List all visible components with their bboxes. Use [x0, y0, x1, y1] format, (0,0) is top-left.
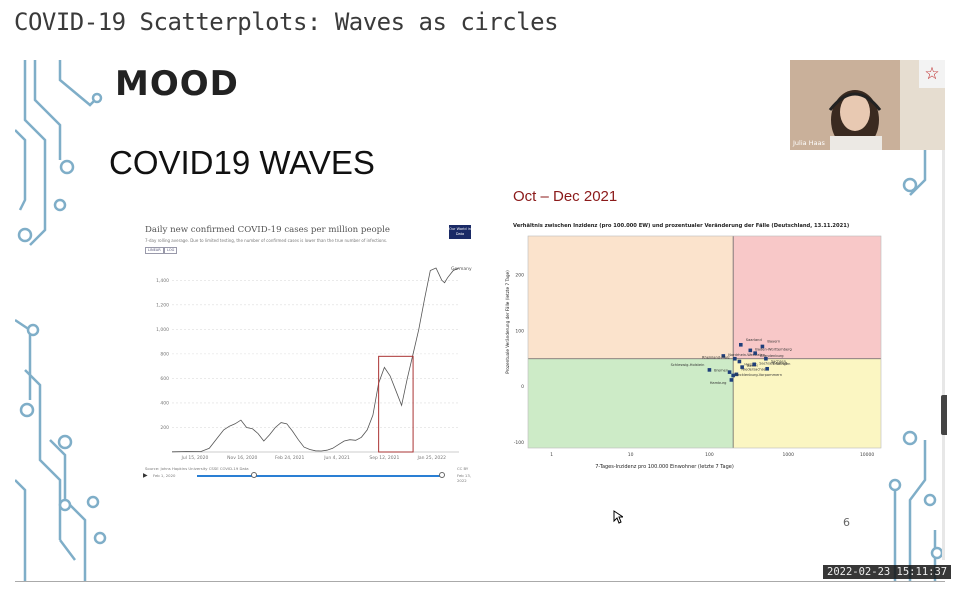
slide-number: 6 — [843, 516, 850, 529]
x-tick-label: 1000 — [783, 452, 795, 458]
point-label: Mecklenburg-Vorpommern — [735, 373, 782, 377]
point-label: Hessen — [744, 363, 757, 367]
y-tick-label: 1,200 — [156, 302, 169, 308]
video-timestamp: 2022-02-23 15:11:37 — [823, 565, 952, 579]
point-label: Schleswig-Holstein — [671, 363, 705, 367]
owid-source: Source: Johns Hopkins University CSSE CO… — [145, 466, 249, 471]
scatter-point — [734, 372, 739, 377]
quadrant-yellow — [733, 358, 881, 448]
star-icon[interactable]: ☆ — [919, 60, 945, 88]
slide-heading: COVID19 WAVES — [109, 144, 375, 181]
y-tick-label: 200 — [515, 273, 524, 279]
scatter-point — [765, 366, 769, 371]
series-line-germany — [171, 267, 460, 453]
point-label: Hamburg — [710, 381, 727, 385]
y-tick-label: 1,000 — [156, 327, 169, 333]
scatter-svg: -100 0 100 200 1 10 100 1000 10000 7-Tages-Inzide… — [505, 235, 882, 470]
scatter-point — [740, 365, 744, 369]
y-tick-label: 800 — [160, 351, 169, 357]
webcam-thumbnail[interactable]: Julia Haas ☆ — [790, 60, 945, 150]
scatter-point — [748, 348, 753, 353]
scatter-chart: Verhältnis zwischen Inzidenz (pro 100.00… — [483, 218, 883, 488]
owid-license: CC BY — [457, 466, 469, 471]
y-tick-label: 400 — [160, 400, 169, 406]
line-chart-svg: 200 400 600 800 1,000 1,200 1,400 Jul 15, 2020 N… — [156, 266, 472, 461]
quadrant-pink — [733, 236, 881, 359]
x-tick-label: Nov 16, 2020 — [227, 455, 257, 461]
scatter-point — [760, 344, 765, 349]
scatter-chart-title: Verhältnis zwischen Inzidenz (pro 100.00… — [513, 223, 850, 229]
point-label: Nordrhein-Westfalen — [728, 353, 765, 357]
point-label: Rheinland-Pfalz — [702, 356, 730, 360]
y-tick-label: 100 — [515, 328, 524, 334]
x-tick-label: 1 — [550, 452, 553, 458]
x-tick-label: Jan 25, 2022 — [417, 455, 447, 461]
owid-logo: Our World in Data — [449, 225, 471, 239]
quadrant-orange — [528, 236, 734, 359]
participant-name: Julia Haas — [793, 139, 825, 147]
log-button[interactable]: LOG — [164, 247, 178, 254]
point-label: Niedersachsen — [741, 367, 768, 371]
slider-start-label: Feb 1, 2020 — [153, 473, 176, 478]
scatter-point — [737, 359, 742, 364]
scatter-point — [764, 356, 768, 361]
x-tick-label: 10000 — [860, 452, 874, 458]
point-label: Berlin — [747, 364, 757, 368]
scatter-point — [731, 373, 735, 378]
scatter-point — [729, 378, 734, 382]
y-axis-label: Prozentuale Veränderung der Fälle (letzt… — [505, 270, 510, 374]
x-axis-label: 7-Tages-Inzidenz pro 100.000 Einwohner (… — [595, 464, 734, 470]
page-title: COVID-19 Scatterplots: Waves as circles — [14, 8, 559, 36]
y-tick-label: 0 — [521, 384, 524, 390]
scatter-point — [753, 351, 757, 355]
point-label: Saarland — [746, 338, 762, 342]
quadrant-green — [528, 358, 734, 448]
point-label: Sachsen — [771, 360, 786, 364]
x-tick-label: Feb 24, 2021 — [275, 455, 305, 461]
y-tick-label: -100 — [514, 440, 524, 446]
scatter-point — [707, 368, 712, 372]
x-tick-label: Sep 12, 2021 — [369, 455, 399, 461]
highlight-box — [378, 355, 414, 453]
y-tick-label: 1,400 — [156, 278, 169, 284]
scroll-track — [942, 150, 945, 560]
x-tick-label: Jun 4, 2021 — [323, 455, 350, 461]
x-tick-label: 10 — [628, 452, 634, 458]
scatter-point — [727, 370, 732, 374]
plot-frame — [527, 235, 882, 449]
scatter-point — [733, 356, 737, 361]
mood-logo: MOOD — [115, 64, 239, 104]
circuit-decoration-right — [888, 150, 944, 581]
slider-handle-start[interactable] — [251, 472, 257, 478]
point-label: Bayern — [767, 339, 780, 343]
play-icon[interactable]: ▶ — [143, 472, 148, 479]
point-label: Thüringen — [771, 362, 790, 366]
owid-chart-subtitle: 7-day rolling average. Due to limited te… — [145, 238, 388, 243]
scatter-point — [752, 362, 757, 367]
x-tick-label: Jul 15, 2020 — [181, 455, 209, 461]
slider-handle-end[interactable] — [439, 472, 445, 478]
point-label: Brandenburg — [760, 354, 783, 358]
point-label: Baden-Württemberg — [755, 347, 792, 351]
circuit-decoration-left — [15, 60, 107, 581]
owid-chart-title: Daily new confirmed COVID-19 cases per m… — [145, 225, 391, 235]
side-panel-handle[interactable] — [941, 395, 947, 435]
y-tick-label: 600 — [160, 376, 169, 382]
linear-button[interactable]: LINEAR — [145, 247, 164, 254]
slider-end-label: Feb 13, 2022 — [457, 473, 471, 483]
series-label: Germany — [451, 266, 472, 272]
scatter-point — [739, 342, 743, 347]
point-label: Bremen — [714, 368, 728, 372]
mouse-cursor-icon — [613, 510, 623, 524]
x-tick-label: 100 — [705, 452, 714, 458]
time-slider-track[interactable] — [197, 475, 442, 477]
scatter-heading: Oct – Dec 2021 — [513, 188, 618, 205]
scatter-point — [721, 354, 726, 358]
y-tick-label: 200 — [160, 425, 169, 431]
point-label: Sachsen-Anhalt — [759, 361, 788, 365]
owid-line-chart: Daily new confirmed COVID-19 cases per m… — [137, 220, 477, 483]
